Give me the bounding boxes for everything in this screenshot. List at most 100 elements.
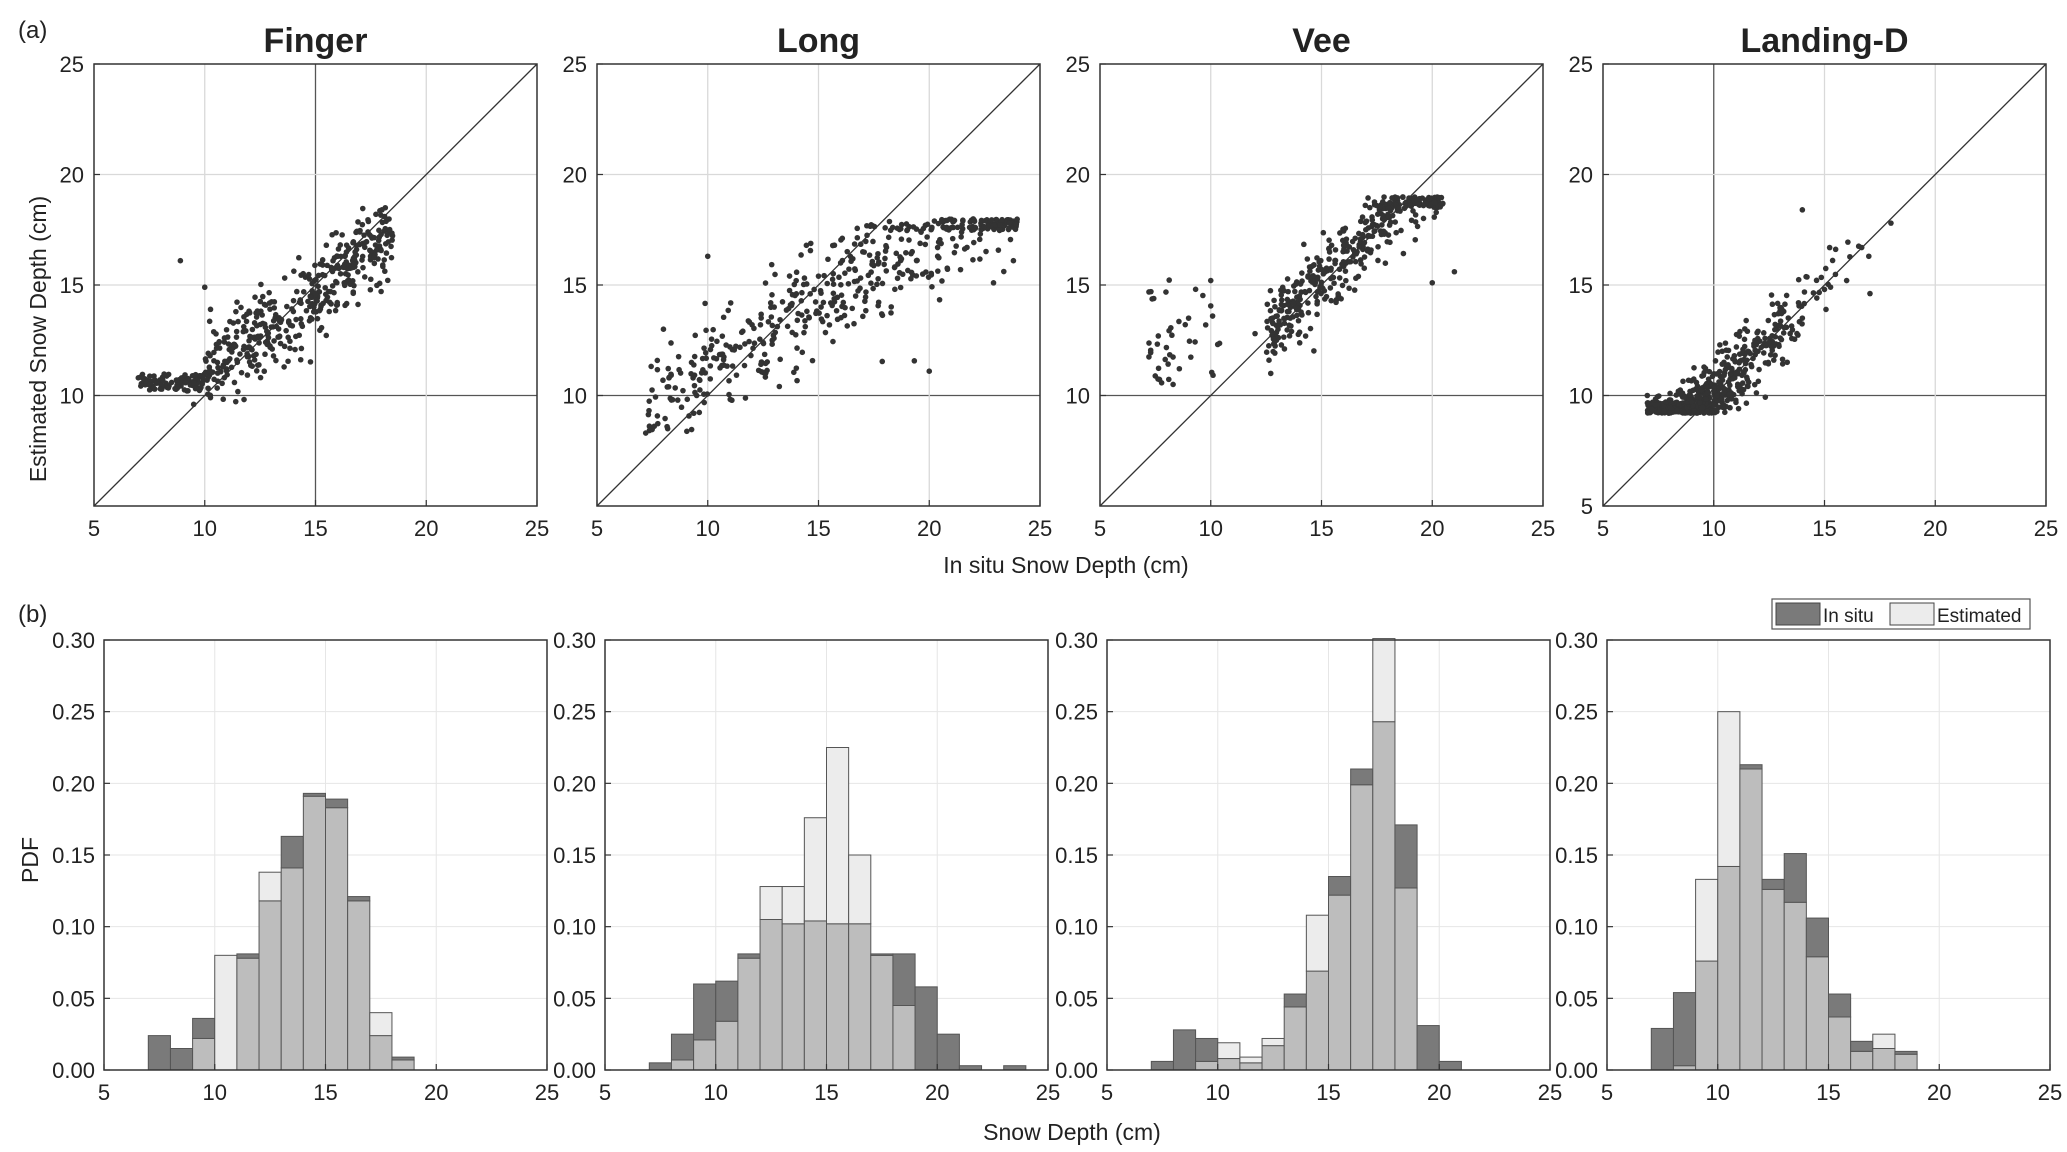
scatter-point — [906, 237, 912, 243]
x-tick-label: 5 — [1094, 516, 1106, 541]
bar-overlap — [391, 1059, 415, 1071]
scatter-point — [300, 288, 307, 295]
x-tick-label: 20 — [925, 1080, 949, 1105]
bar-overlap — [1872, 1048, 1896, 1071]
x-tick-label: 15 — [1812, 516, 1836, 541]
scatter-point — [1278, 342, 1285, 348]
scatter-point — [253, 351, 259, 358]
y-tick-label: 0.25 — [553, 700, 596, 725]
scatter-point — [891, 264, 898, 271]
bar-overlap — [1717, 865, 1741, 1071]
scatter-point — [863, 307, 869, 314]
x-tick-label: 20 — [414, 516, 438, 541]
scatter-point — [909, 248, 915, 255]
scatter-point — [668, 340, 674, 346]
scatter-point — [807, 291, 814, 297]
scatter-point — [686, 413, 692, 419]
y-tick-label: 25 — [60, 52, 84, 77]
scatter-point — [944, 266, 951, 273]
y-tick-label: 0.05 — [553, 986, 596, 1011]
scatter-point — [1777, 335, 1783, 341]
scatter-point — [257, 321, 264, 328]
scatter-point — [289, 323, 296, 329]
scatter-point — [898, 236, 905, 242]
scatter-point — [1267, 307, 1274, 314]
scatter-point — [244, 372, 251, 378]
scatter-point — [1382, 260, 1389, 266]
scatter-point — [225, 341, 232, 347]
scatter-point — [931, 218, 938, 224]
x-tick-label: 5 — [88, 516, 100, 541]
scatter-point — [1822, 265, 1829, 272]
histogram-panel-finger: 5 10 15 20 25 0.00 0.05 0.10 0.15 0.20 0.25 0.30 — [52, 628, 559, 1105]
scatter-point — [1431, 199, 1438, 206]
scatter-point — [779, 299, 786, 305]
scatter-point — [367, 276, 374, 283]
bar-in-situ — [715, 980, 739, 1022]
x-tick-label: 25 — [525, 516, 549, 541]
scatter-point — [157, 386, 164, 392]
scatter-point — [334, 299, 341, 306]
scatter-point — [1795, 276, 1802, 283]
scatter-point — [259, 293, 266, 300]
scatter-point — [1739, 350, 1746, 356]
scatter-point — [1768, 292, 1775, 298]
scatter-point — [854, 225, 861, 232]
bar-overlap — [1850, 1050, 1874, 1071]
scatter-point — [1332, 257, 1338, 264]
scatter-point — [1379, 222, 1385, 228]
scatter-point — [802, 323, 809, 330]
bar-in-situ — [1195, 1037, 1219, 1062]
scatter-point — [707, 363, 714, 369]
scatter-point — [165, 385, 172, 391]
scatter-point — [982, 217, 988, 224]
scatter-point — [312, 291, 319, 297]
scatter-point — [845, 280, 852, 287]
scatter-point — [1270, 336, 1277, 342]
scatter-point — [1361, 254, 1368, 260]
scatter-point — [227, 318, 233, 325]
scatter-point — [244, 311, 250, 318]
scatter-point — [1719, 377, 1726, 383]
bar-overlap — [1195, 1060, 1219, 1071]
x-tick-label: 20 — [424, 1080, 448, 1105]
scatter-point — [970, 226, 977, 233]
scatter-point — [1743, 317, 1749, 324]
scatter-point — [1781, 324, 1788, 331]
scatter-point — [211, 376, 217, 383]
scatter-point — [238, 304, 244, 311]
scatter-point — [1010, 257, 1017, 264]
scatter-point — [1744, 383, 1751, 389]
bar-in-situ — [1150, 1060, 1174, 1071]
scatter-point — [303, 307, 310, 314]
bar-in-situ — [325, 798, 349, 809]
y-tick-label: 5 — [1581, 494, 1593, 519]
scatter-point — [1763, 342, 1769, 349]
x-tick-label: 15 — [313, 1080, 337, 1105]
bar-estimated — [1872, 1033, 1896, 1049]
bar-estimated — [781, 886, 805, 925]
scatter-point — [854, 234, 861, 241]
bar-in-situ — [391, 1056, 415, 1061]
bar-in-situ — [1350, 768, 1374, 786]
y-tick-label: 0.15 — [1555, 843, 1598, 868]
scatter-point — [355, 301, 361, 308]
scatter-point — [701, 345, 707, 351]
scatter-point — [1318, 266, 1325, 273]
scatter-point — [750, 345, 756, 352]
scatter-point — [1731, 375, 1738, 381]
scatter-point — [253, 314, 260, 320]
scatter-point — [190, 401, 197, 408]
scatter-point — [922, 241, 929, 248]
scatter-point — [899, 271, 906, 278]
scatter-point — [1717, 342, 1723, 348]
scatter-point — [818, 316, 825, 322]
scatter-point — [648, 363, 654, 370]
scatter-point — [668, 371, 674, 378]
scatter-point — [1782, 301, 1788, 307]
scatter-point — [824, 312, 830, 319]
bar-overlap — [258, 900, 282, 1071]
scatter-point — [757, 336, 763, 342]
scatter-point — [246, 344, 252, 350]
scatter-point — [1326, 249, 1333, 255]
